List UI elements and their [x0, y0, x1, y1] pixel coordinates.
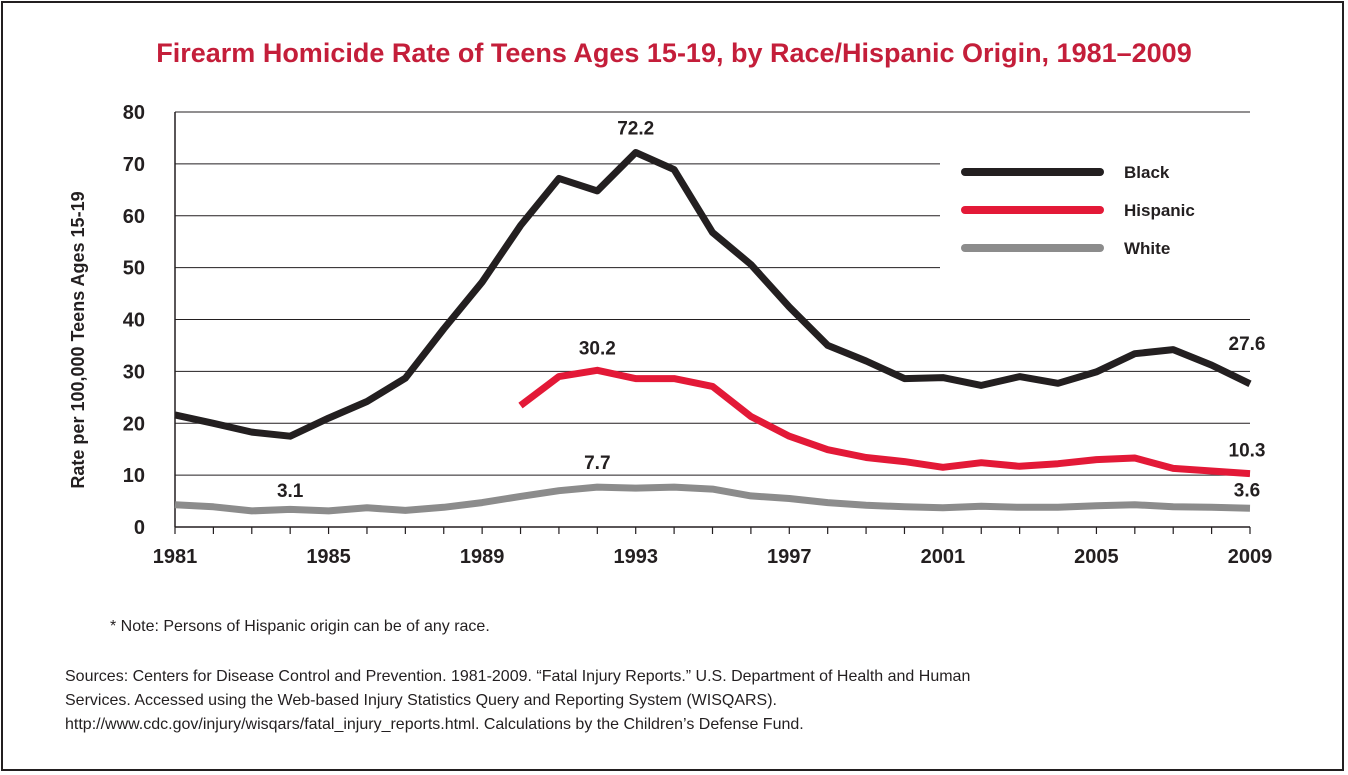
legend-label-white: White — [1124, 239, 1170, 258]
x-axis-ticks: 1981 1985 1989 1993 1997 2001 2005 2009 — [153, 527, 1273, 568]
chart-title: Firearm Homicide Rate of Teens Ages 15-1… — [156, 38, 1192, 68]
y-tick-label-0: 0 — [134, 517, 145, 539]
data-label-hispanic-1992: 30.2 — [579, 338, 616, 359]
grid-lines — [175, 111, 1250, 476]
sources-line-1: Sources: Centers for Disease Control and… — [65, 668, 971, 685]
sources-line-3: http://www.cdc.gov/injury/wisqars/fatal_… — [65, 716, 804, 733]
x-tick-label-1989: 1989 — [460, 546, 505, 568]
series-lines — [174, 149, 1252, 515]
x-tick-label-2001: 2001 — [921, 546, 966, 568]
x-tick-label-1981: 1981 — [153, 546, 198, 568]
data-label-black-1993: 72.2 — [617, 118, 654, 139]
series-line-white — [174, 483, 1251, 515]
sources-text: Sources: Centers for Disease Control and… — [65, 665, 1285, 737]
data-label-white-2009: 3.6 — [1234, 480, 1260, 501]
y-tick-label-10: 10 — [123, 465, 145, 487]
y-tick-label-50: 50 — [123, 258, 145, 280]
series-line-hispanic — [518, 366, 1251, 478]
data-label-black-2009: 27.6 — [1229, 334, 1266, 355]
legend-label-black: Black — [1124, 163, 1170, 182]
y-axis-label: Rate per 100,000 Teens Ages 15-19 — [68, 191, 88, 488]
legend: Black Hispanic White — [961, 163, 1195, 258]
data-label-hispanic-2009: 10.3 — [1229, 441, 1266, 462]
y-tick-label-60: 60 — [123, 206, 145, 228]
data-label-white-1984: 3.1 — [277, 481, 304, 502]
y-tick-label-20: 20 — [123, 413, 145, 435]
data-labels: 72.2 27.6 30.2 10.3 7.7 3.1 3.6 — [277, 118, 1266, 501]
sources-line-2: Services. Accessed using the Web-based I… — [65, 692, 777, 709]
series-line-black — [174, 149, 1252, 440]
y-tick-label-70: 70 — [123, 154, 145, 176]
data-label-white-1992: 7.7 — [584, 453, 610, 474]
y-tick-label-30: 30 — [123, 361, 145, 383]
x-tick-label-2009: 2009 — [1228, 546, 1273, 568]
x-tick-label-1985: 1985 — [306, 546, 351, 568]
legend-label-hispanic: Hispanic — [1124, 201, 1195, 220]
y-axis-ticks: 0 10 20 30 40 50 60 70 80 — [123, 102, 145, 539]
note-text: * Note: Persons of Hispanic origin can b… — [110, 618, 490, 635]
x-tick-label-1993: 1993 — [613, 546, 658, 568]
y-tick-label-80: 80 — [123, 102, 145, 124]
x-tick-label-2005: 2005 — [1074, 546, 1119, 568]
x-tick-label-1997: 1997 — [767, 546, 812, 568]
y-tick-label-40: 40 — [123, 310, 145, 332]
